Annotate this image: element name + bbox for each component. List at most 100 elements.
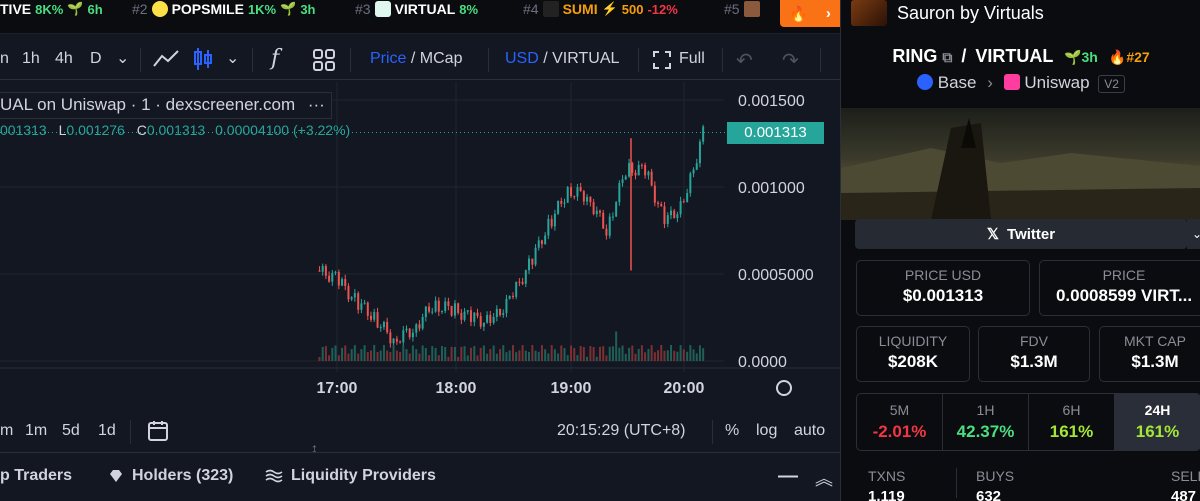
volume-bar xyxy=(537,351,540,361)
price-chart[interactable]: 0.001500 0.001000 0.0005000 0.0000 17:00 18:0… xyxy=(0,82,840,407)
volume-bar xyxy=(389,351,392,361)
divider xyxy=(350,48,351,72)
trending-rank: #27 xyxy=(1126,49,1150,65)
chain-name[interactable]: Base xyxy=(937,73,977,92)
line-chart-icon[interactable] xyxy=(152,48,180,70)
candle-body xyxy=(499,308,502,316)
volume-bar xyxy=(466,355,469,361)
ohlc-low-key: L xyxy=(58,122,67,138)
range-button[interactable]: m xyxy=(0,422,14,439)
interval-d-button[interactable]: D xyxy=(90,50,102,67)
volume-bar xyxy=(647,348,650,361)
minimize-icon[interactable]: — xyxy=(778,465,798,487)
volume-bar xyxy=(341,347,344,361)
ticker-item[interactable]: #4 SUMI ⚡ 500 -12% xyxy=(523,0,678,18)
volume-bar xyxy=(453,346,456,361)
candle-body xyxy=(373,312,376,320)
mcap-option[interactable]: MCap xyxy=(419,50,463,67)
candle-body xyxy=(570,187,573,197)
interval-1h-button[interactable]: 1h xyxy=(22,50,40,67)
ticker-item[interactable]: #5 xyxy=(724,0,760,18)
fullscreen-icon[interactable] xyxy=(653,51,671,69)
volume-bar xyxy=(663,350,666,361)
volume-bar xyxy=(547,353,550,361)
candle-body xyxy=(544,235,547,245)
candle-body xyxy=(324,265,327,276)
log-scale-toggle[interactable]: log xyxy=(756,422,778,439)
candle-body xyxy=(408,328,411,338)
candle-body xyxy=(605,228,608,236)
timeframe-label: 6H xyxy=(1062,402,1081,418)
copy-icon[interactable]: ⧉ xyxy=(942,49,953,65)
interval-4h-button[interactable]: 4h xyxy=(55,50,73,67)
candles-icon[interactable] xyxy=(192,46,214,72)
range-5d-button[interactable]: 5d xyxy=(62,422,80,439)
indicators-icon[interactable]: f xyxy=(271,46,280,71)
volume-bar xyxy=(644,352,647,361)
candle-body xyxy=(670,210,672,216)
goto-date-icon[interactable] xyxy=(146,419,170,443)
ticker-item[interactable]: TIVE 8K% 🌱 6h xyxy=(0,0,103,18)
timeframe-5m[interactable]: 5M -2.01% xyxy=(857,394,943,450)
divider xyxy=(488,48,489,72)
volume-bar xyxy=(611,346,614,361)
layout-grid-icon[interactable] xyxy=(313,49,335,71)
price-mcap-toggle[interactable]: Price / MCap xyxy=(370,50,463,67)
trending-next-button[interactable]: 🔥 › xyxy=(780,0,840,27)
expand-up-icon[interactable]: ︽ xyxy=(815,469,833,489)
candle-body xyxy=(486,314,489,323)
tab-liquidity-providers[interactable]: Liquidity Providers xyxy=(265,467,436,485)
range-1m-button[interactable]: 1m xyxy=(25,422,48,439)
resize-handle-icon[interactable]: ↕ xyxy=(311,440,318,456)
redo-icon[interactable]: ↷ xyxy=(782,50,799,72)
timeframe-6h[interactable]: 6H 161% xyxy=(1029,394,1115,450)
candle-body xyxy=(599,210,601,213)
candle-body xyxy=(512,295,514,297)
ticker-item[interactable]: #3 VIRTUAL 8% xyxy=(355,0,478,18)
dex-name[interactable]: Uniswap xyxy=(1024,73,1090,92)
tab-holders[interactable]: Holders (323) xyxy=(108,467,233,485)
chart-canvas[interactable]: 0.001500 0.001000 0.0005000 0.0000 17:00 18:0… xyxy=(0,82,840,407)
candle-body xyxy=(634,172,637,176)
candle-body xyxy=(370,315,372,320)
auto-scale-toggle[interactable]: auto xyxy=(794,422,826,439)
undo-icon[interactable]: ↶ xyxy=(736,50,753,72)
candle-body xyxy=(382,321,385,328)
ohlc-change: 0.00004100 (+3.22%) xyxy=(215,122,351,138)
volume-bar xyxy=(540,345,543,361)
timeframe-1h[interactable]: 1H 42.37% xyxy=(943,394,1029,450)
candle-body xyxy=(553,213,556,227)
more-icon[interactable]: ··· xyxy=(307,95,325,114)
chart-source-legend[interactable]: UAL on Uniswap · 1 · dexscreener.com ··· xyxy=(0,92,332,119)
candle-body xyxy=(405,328,408,331)
chevron-down-icon[interactable]: ⌄ xyxy=(116,50,130,67)
volume-bar xyxy=(698,345,701,361)
chevron-right-icon: › xyxy=(987,73,993,92)
volume-bar xyxy=(692,349,695,361)
currency-toggle[interactable]: USD / VIRTUAL xyxy=(505,50,620,67)
ticker-item[interactable]: #2 POPSMILE 1K% 🌱 3h xyxy=(132,0,315,18)
chart-clock[interactable]: 20:15:29 (UTC+8) xyxy=(557,422,686,439)
twitter-button[interactable]: 𝕏 Twitter xyxy=(855,219,1187,249)
timeframe-24h[interactable]: 24H 161% xyxy=(1115,394,1200,450)
percent-scale-toggle[interactable]: % xyxy=(725,422,740,439)
tab-top-traders[interactable]: p Traders xyxy=(0,467,73,484)
candle-body xyxy=(418,324,421,329)
timeframe-label: 24H xyxy=(1144,402,1171,418)
volume-bar xyxy=(457,356,460,361)
volume-bar xyxy=(505,352,508,361)
chevron-down-icon[interactable]: ⌄ xyxy=(1187,219,1200,249)
chart-toolbar: n 1h 4h D ⌄ ⌄ f Price / MCap USD / VIRTU… xyxy=(0,40,840,80)
price-option[interactable]: Price xyxy=(370,50,407,67)
candle-body xyxy=(492,316,495,323)
chevron-down-icon[interactable]: ⌄ xyxy=(226,50,240,67)
interval-button[interactable]: n xyxy=(0,50,9,67)
virtual-option[interactable]: VIRTUAL xyxy=(552,50,620,67)
fullscreen-button[interactable]: Full xyxy=(679,50,705,67)
range-1d-button[interactable]: 1d xyxy=(98,422,116,439)
volume-bar xyxy=(566,355,569,361)
candle-body xyxy=(318,270,321,272)
volume-bar xyxy=(602,346,605,361)
tab-liquidity-label: Liquidity Providers xyxy=(291,467,436,484)
usd-option[interactable]: USD xyxy=(505,50,539,67)
